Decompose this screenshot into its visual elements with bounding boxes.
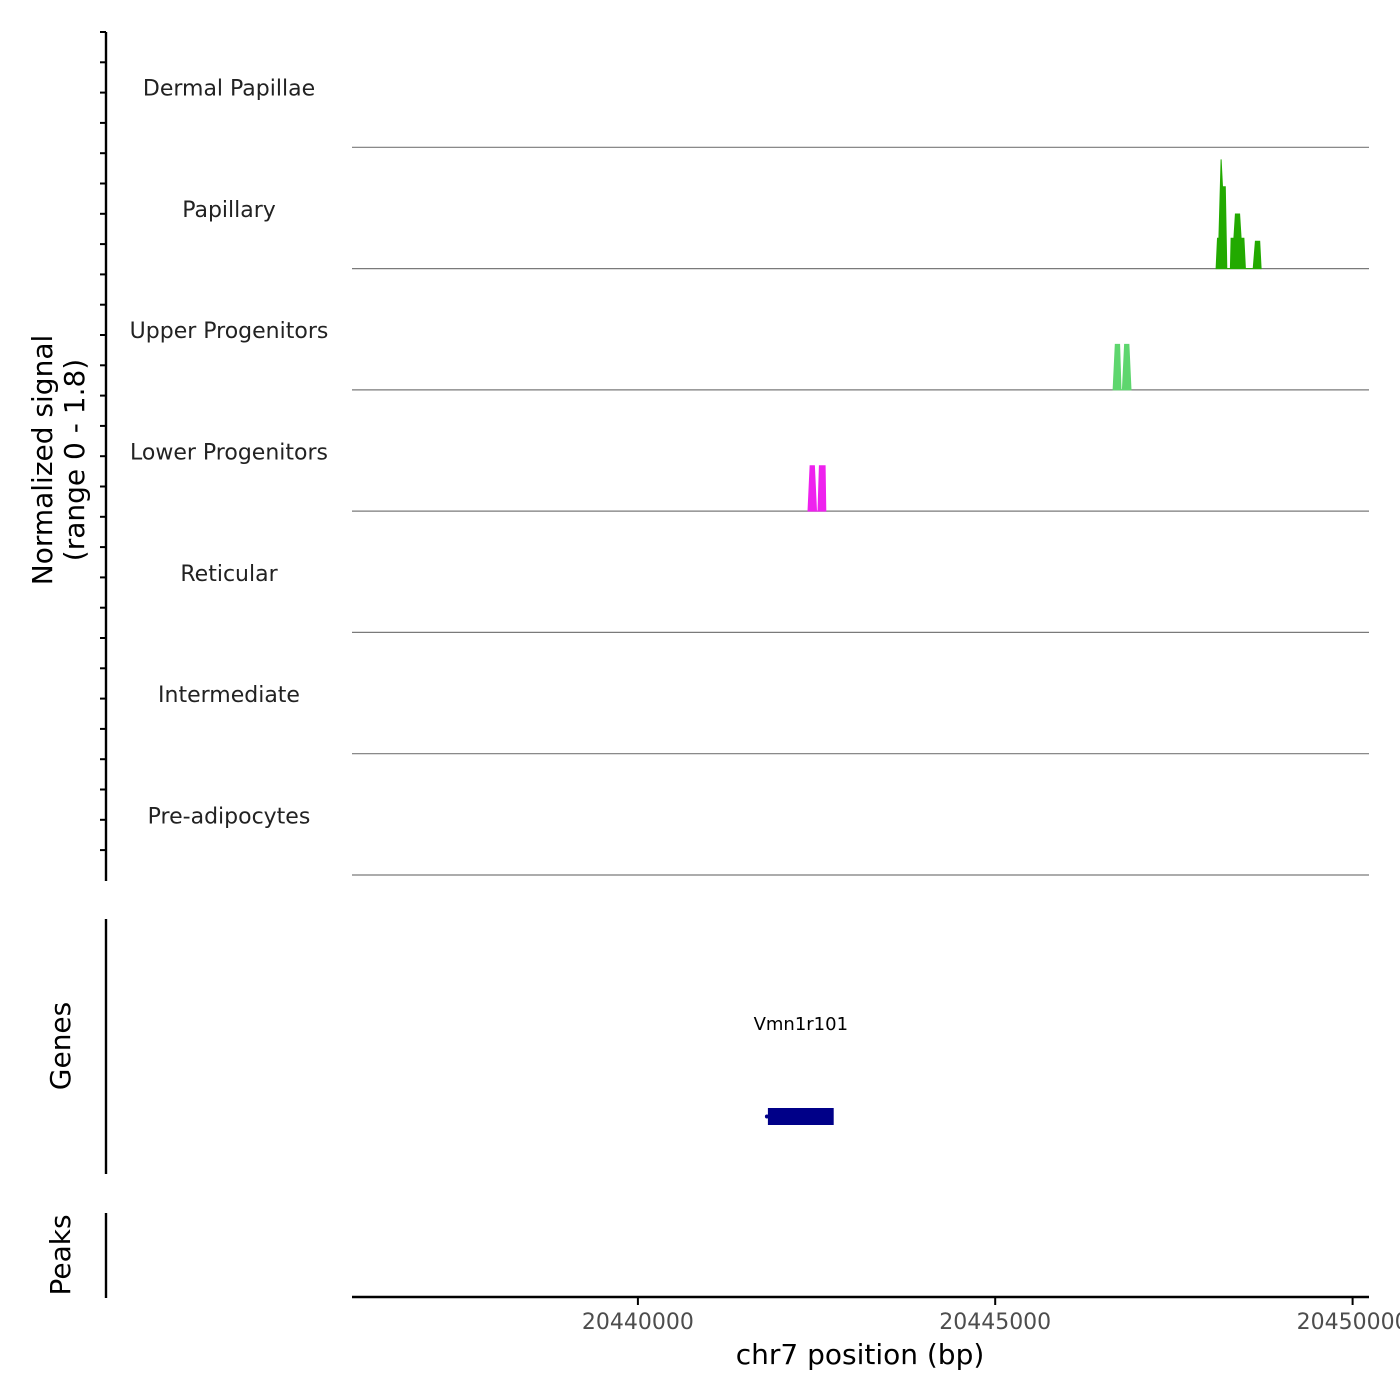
track-label: Reticular bbox=[180, 562, 278, 587]
peaks-panel-label: Peaks bbox=[44, 1214, 77, 1295]
track-label: Upper Progenitors bbox=[130, 319, 329, 344]
x-tick-label: 20450000 bbox=[1297, 1310, 1400, 1335]
signal-tracks: Dermal Papillae Papillary Upper Progenitor… bbox=[130, 77, 1369, 876]
x-axis-ticks: 20440000 20445000 20450000 bbox=[582, 1297, 1400, 1335]
track-label: Pre-adipocytes bbox=[148, 804, 311, 829]
gene-body bbox=[767, 1108, 834, 1125]
track-label: Dermal Papillae bbox=[143, 77, 315, 102]
track-label: Papillary bbox=[182, 198, 276, 223]
signal-y-label-line1: Normalized signal bbox=[26, 335, 59, 586]
x-tick-label: 20445000 bbox=[939, 1310, 1051, 1335]
gene-label: Vmn1r101 bbox=[754, 1014, 848, 1035]
genes-track: Vmn1r101 bbox=[754, 1014, 848, 1125]
signal-y-label-line2: (range 0 - 1.8) bbox=[58, 359, 91, 561]
signal-area-lower-progenitors bbox=[807, 465, 827, 512]
signal-area-papillary bbox=[1215, 159, 1262, 270]
x-tick-label: 20440000 bbox=[582, 1310, 694, 1335]
signal-area-upper-progenitors bbox=[1112, 343, 1132, 391]
x-axis-label: chr7 position (bp) bbox=[736, 1338, 985, 1371]
gene-strand-mark bbox=[764, 1114, 769, 1119]
track-label: Intermediate bbox=[158, 683, 300, 708]
genes-panel-label: Genes bbox=[44, 1002, 77, 1090]
track-label: Lower Progenitors bbox=[130, 441, 328, 466]
signal-y-ticks bbox=[100, 31, 106, 852]
